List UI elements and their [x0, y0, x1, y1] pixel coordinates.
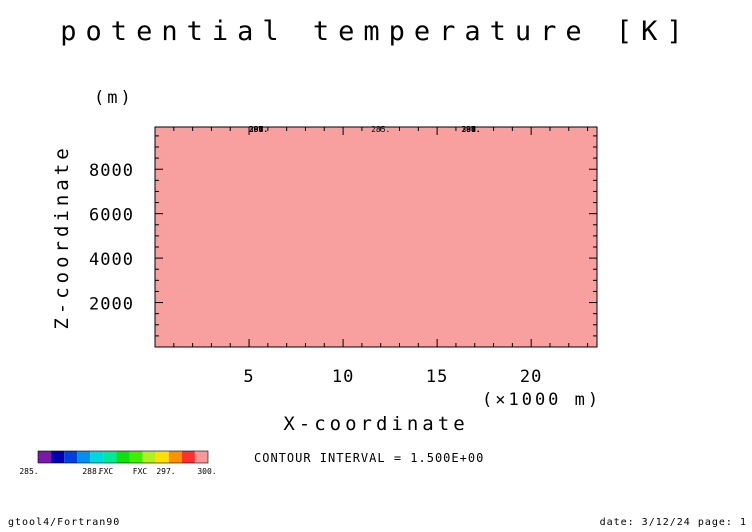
x-tick-label: 15 [426, 367, 448, 387]
fill-band [155, 127, 597, 347]
y-tick-label: 6000 [89, 206, 134, 226]
x-axis-units: (×1000 m) [482, 390, 601, 410]
footer-left: gtool4/Fortran90 [8, 517, 120, 528]
y-tick-label: 4000 [89, 250, 134, 270]
y-tick-label: 2000 [89, 295, 134, 315]
legend-swatch [51, 451, 65, 463]
legend-swatch [142, 451, 156, 463]
legend-swatch [90, 451, 104, 463]
x-tick-label: 20 [520, 367, 542, 387]
legend-swatch [64, 451, 78, 463]
legend-swatch [77, 451, 91, 463]
contour-label: 288. [461, 125, 480, 134]
legend-label: 288. [82, 467, 101, 476]
y-axis-ticks: 2000 4000 6000 8000 [89, 135, 597, 337]
contour-label: 288. [249, 125, 268, 134]
legend-label: 300. [197, 467, 216, 476]
legend-label: FXC [133, 467, 148, 476]
x-axis-ticks: 5 10 15 20 [173, 127, 589, 387]
legend-swatch [38, 451, 52, 463]
legend-label: FXC [99, 467, 114, 476]
contour-interval-text: CONTOUR INTERVAL = 1.500E+00 [254, 451, 484, 465]
contour-label: 291. [249, 125, 268, 134]
x-axis-label: X-coordinate [283, 413, 468, 435]
legend-swatch [129, 451, 143, 463]
contour-fills [155, 127, 597, 347]
legend-label: 297. [156, 467, 175, 476]
contour-label: 291. [461, 125, 480, 134]
contour-label: 294. [461, 125, 480, 134]
chart-title: potential temperature [K] [60, 16, 691, 47]
x-tick-label: 5 [243, 367, 254, 387]
contour-label: 297. [461, 125, 480, 134]
x-tick-label: 10 [332, 367, 354, 387]
legend-swatch [168, 451, 182, 463]
legend-frame [37, 450, 209, 464]
legend-swatch [181, 451, 195, 463]
y-tick-label: 8000 [89, 161, 134, 181]
legend-swatch [194, 451, 208, 463]
contour-label: 300. [461, 125, 480, 134]
contour-label: 294. [249, 125, 268, 134]
legend-swatch [155, 451, 169, 463]
legend-swatch [103, 451, 117, 463]
plot-frame [154, 126, 598, 348]
contour-label: 297. [249, 125, 268, 134]
y-axis-units: (m) [94, 88, 134, 108]
y-axis-label: Z-coordinate [51, 144, 73, 329]
contour-label: 300. [249, 125, 268, 134]
legend-label: 285. [19, 467, 38, 476]
color-legend-labels: 285. 288.FXC FXC 297. 300. [19, 467, 216, 476]
legend-swatch [116, 451, 130, 463]
color-legend [37, 450, 209, 464]
footer-right: date: 3/12/24 page: 1 [600, 517, 747, 528]
